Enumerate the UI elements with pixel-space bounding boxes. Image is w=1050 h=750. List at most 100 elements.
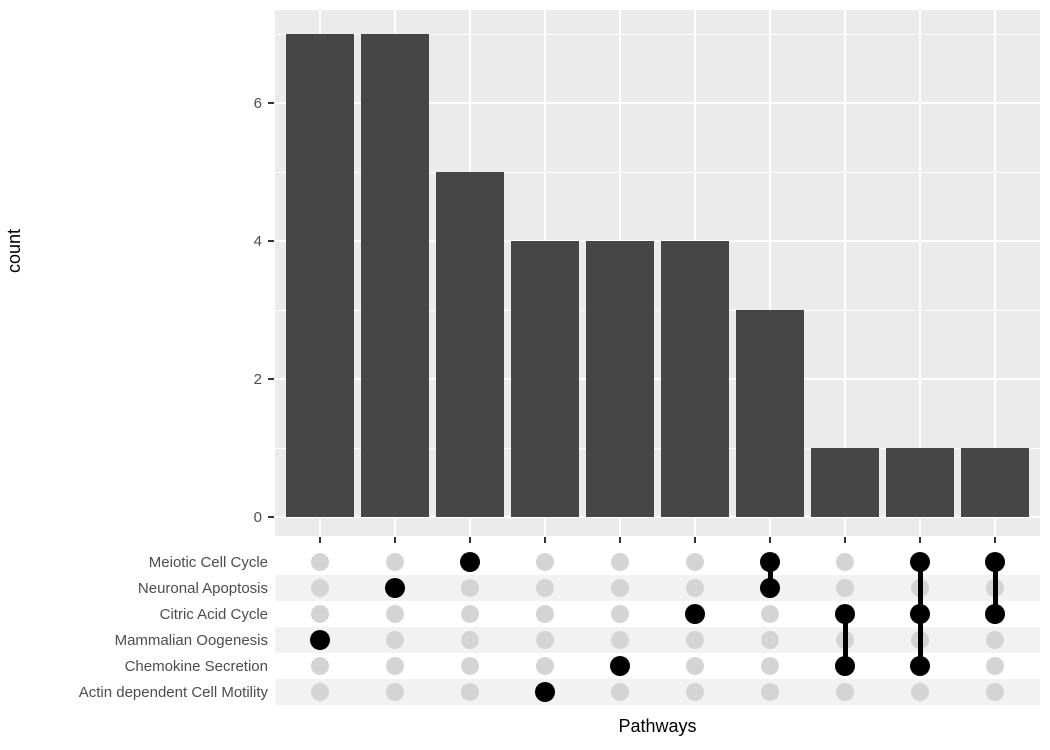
y-axis-tick-mark (268, 516, 274, 518)
bar (736, 310, 804, 517)
gridline-major (275, 516, 1040, 518)
matrix-dot-empty (311, 553, 329, 571)
matrix-row-label: Chemokine Secretion (124, 658, 268, 675)
matrix-dot-empty (386, 605, 404, 623)
bar (361, 34, 429, 517)
matrix-dot-filled (535, 682, 555, 702)
matrix-dot-empty (536, 579, 554, 597)
matrix-dot-empty (311, 657, 329, 675)
matrix-dot-filled (685, 604, 705, 624)
x-axis-title: Pathways (618, 716, 697, 736)
y-axis-tick-mark (268, 378, 274, 380)
matrix-dot-filled (835, 656, 855, 676)
matrix-dot-empty (386, 657, 404, 675)
bar (886, 448, 954, 517)
gridline-vertical (769, 10, 771, 536)
matrix-dot-filled (835, 604, 855, 624)
matrix-dot-empty (611, 579, 629, 597)
x-axis-tick-mark (619, 537, 621, 543)
gridline-major (275, 240, 1040, 242)
y-axis-tick-mark (268, 102, 274, 104)
matrix-dot-empty (761, 683, 779, 701)
matrix-dot-empty (761, 631, 779, 649)
y-axis-tick-mark (268, 240, 274, 242)
matrix-dot-empty (686, 631, 704, 649)
matrix-dot-empty (311, 683, 329, 701)
matrix-dot-empty (386, 683, 404, 701)
matrix-dot-empty (986, 657, 1004, 675)
x-axis-tick-mark (769, 537, 771, 543)
bar (586, 241, 654, 517)
x-axis-tick-mark (844, 537, 846, 543)
gridline-vertical (844, 10, 846, 536)
matrix-dot-filled (760, 578, 780, 598)
matrix-dot-empty (386, 631, 404, 649)
matrix-row-label: Neuronal Apoptosis (137, 580, 268, 597)
x-axis-tick-mark (994, 537, 996, 543)
gridline-vertical (994, 10, 996, 536)
gridline-major (275, 102, 1040, 104)
matrix-dot-empty (686, 553, 704, 571)
matrix-connector-line (992, 562, 998, 614)
bar (811, 448, 879, 517)
matrix-row-label: Actin dependent Cell Motility (78, 684, 268, 701)
x-axis-tick-mark (394, 537, 396, 543)
bar (436, 172, 504, 517)
matrix-dot-filled (985, 604, 1005, 624)
gridline-minor (275, 33, 1040, 35)
matrix-row-label: Citric Acid Cycle (159, 606, 268, 623)
matrix-dot-filled (610, 656, 630, 676)
gridline-minor (275, 309, 1040, 311)
bar (286, 34, 354, 517)
matrix-dot-empty (611, 683, 629, 701)
matrix-dot-filled (985, 552, 1005, 572)
matrix-connector-line (767, 562, 773, 588)
matrix-dot-filled (760, 552, 780, 572)
matrix-dot-filled (385, 578, 405, 598)
matrix-dot-empty (311, 579, 329, 597)
matrix-dot-empty (686, 579, 704, 597)
gridline-minor (275, 447, 1040, 449)
x-axis-tick-mark (919, 537, 921, 543)
matrix-dot-empty (461, 579, 479, 597)
bar (661, 241, 729, 517)
matrix-dot-empty (836, 683, 854, 701)
matrix-dot-empty (536, 631, 554, 649)
matrix-dot-filled (310, 630, 330, 650)
matrix-dot-empty (461, 683, 479, 701)
bar (511, 241, 579, 517)
matrix-dot-empty (836, 579, 854, 597)
x-axis-tick-mark (319, 537, 321, 543)
x-axis-tick-mark (694, 537, 696, 543)
matrix-dot-empty (536, 657, 554, 675)
gridline-minor (275, 171, 1040, 173)
matrix-dot-empty (461, 631, 479, 649)
matrix-dot-empty (461, 657, 479, 675)
bar (961, 448, 1029, 517)
y-axis-tick-label: 2 (253, 371, 262, 388)
matrix-dot-filled (460, 552, 480, 572)
matrix-dot-empty (536, 553, 554, 571)
matrix-row-label: Mammalian Oogenesis (114, 632, 268, 649)
matrix-dot-empty (686, 657, 704, 675)
matrix-dot-empty (536, 605, 554, 623)
matrix-dot-empty (836, 553, 854, 571)
matrix-row-label: Meiotic Cell Cycle (148, 554, 268, 571)
x-axis-tick-mark (544, 537, 546, 543)
matrix-connector-line (842, 614, 848, 666)
matrix-dot-empty (986, 631, 1004, 649)
y-axis-tick-label: 0 (253, 509, 262, 526)
gridline-vertical (919, 10, 921, 536)
matrix-dot-empty (686, 683, 704, 701)
matrix-dot-empty (611, 631, 629, 649)
matrix-dot-empty (461, 605, 479, 623)
matrix-dot-empty (986, 683, 1004, 701)
matrix-dot-empty (761, 605, 779, 623)
matrix-dot-filled (910, 656, 930, 676)
matrix-dot-empty (386, 553, 404, 571)
matrix-dot-empty (611, 553, 629, 571)
matrix-dot-empty (761, 657, 779, 675)
y-axis-tick-label: 4 (253, 233, 262, 250)
x-axis-tick-mark (469, 537, 471, 543)
